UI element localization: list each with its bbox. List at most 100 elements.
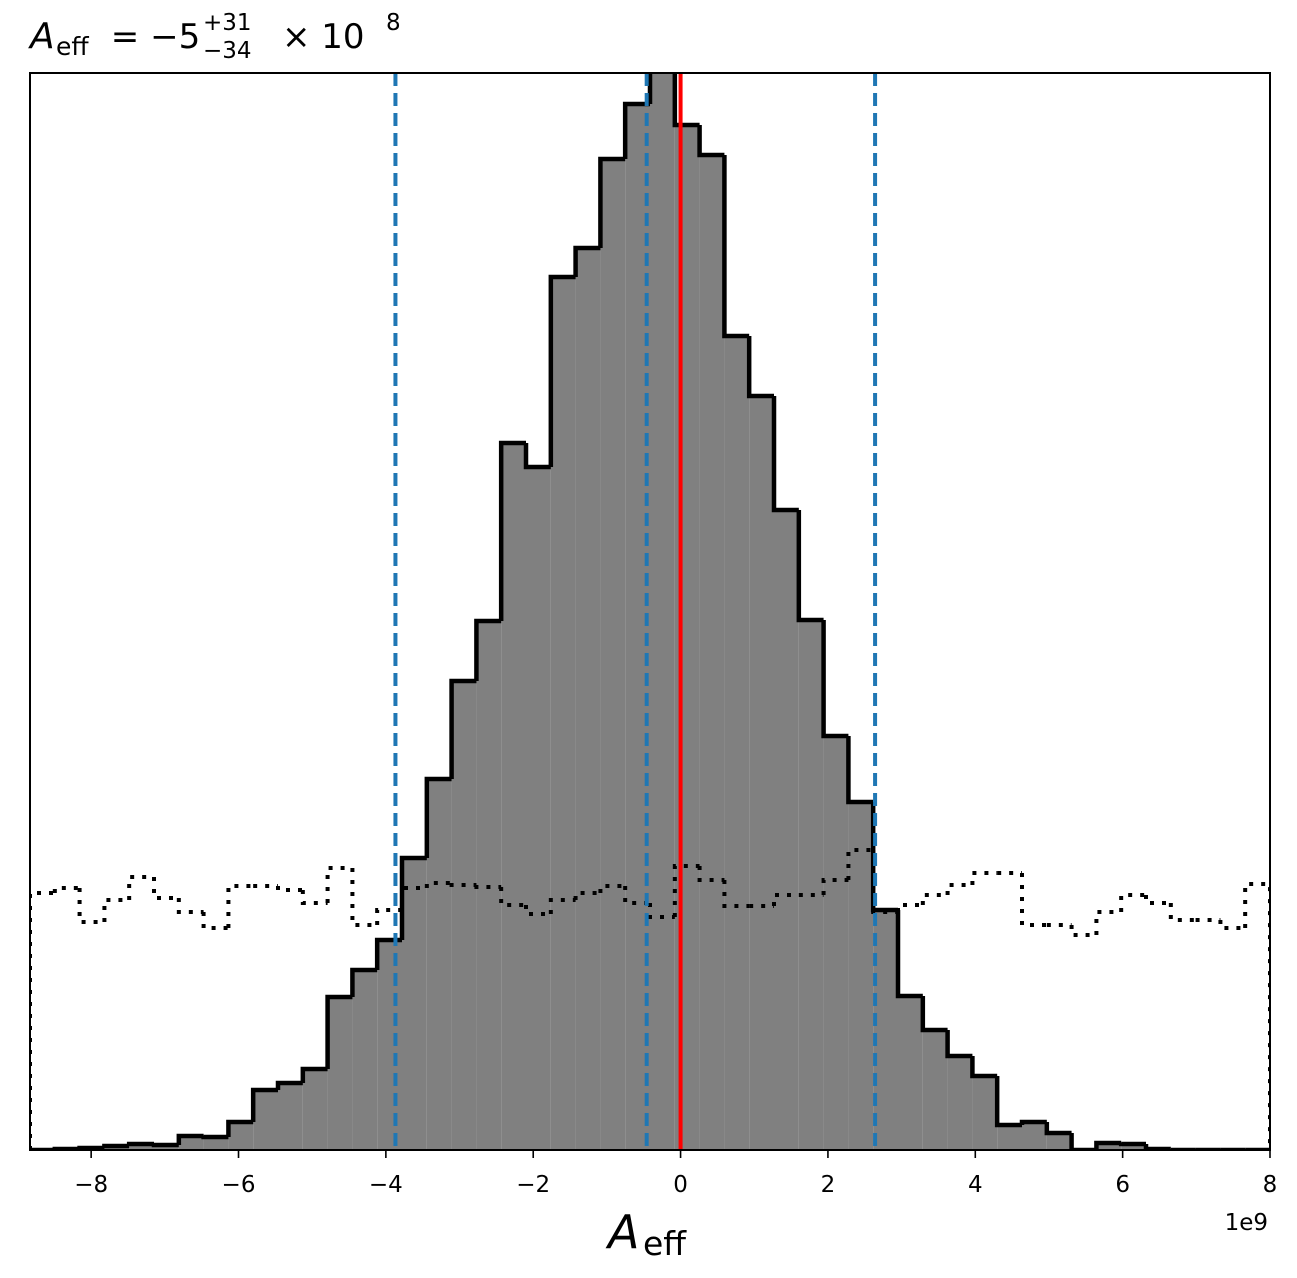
histogram-step xyxy=(449,678,477,779)
histogram-bar xyxy=(947,1056,973,1150)
histogram-step xyxy=(350,967,378,997)
histogram-step xyxy=(1119,893,1146,912)
histogram-step xyxy=(176,1133,204,1145)
title-sup: +31 xyxy=(203,10,252,36)
histogram-bar xyxy=(302,1069,328,1150)
histogram-step xyxy=(895,910,923,999)
histogram-step xyxy=(201,912,229,930)
histogram-bar xyxy=(699,155,725,1150)
histogram-step xyxy=(250,1087,278,1122)
histogram-bar xyxy=(501,443,526,1150)
histogram-bar xyxy=(600,159,626,1150)
histogram-step xyxy=(474,885,502,889)
histogram-bar xyxy=(451,681,477,1150)
histogram-step xyxy=(152,877,179,900)
x-tick-label: 0 xyxy=(673,1172,688,1198)
histogram-step xyxy=(871,850,898,914)
histogram-step xyxy=(424,776,452,858)
plot-area xyxy=(30,73,1270,1150)
histogram-step xyxy=(400,886,427,910)
x-label-sub: eff xyxy=(643,1224,687,1263)
histogram-bar xyxy=(674,125,700,1150)
histogram-step xyxy=(1094,1140,1122,1150)
histogram-step xyxy=(772,893,799,906)
histogram-step xyxy=(1143,1144,1171,1150)
histogram-step xyxy=(1069,1133,1097,1150)
histogram-step xyxy=(920,996,948,1033)
histogram-bar xyxy=(922,1030,948,1150)
histogram-step xyxy=(127,875,154,900)
x-tick-label: −4 xyxy=(369,1172,403,1198)
histogram-bar xyxy=(526,467,551,1150)
histogram-step xyxy=(524,905,551,916)
histogram-step xyxy=(102,1143,130,1149)
histogram-step xyxy=(498,440,526,621)
histogram-step xyxy=(300,1066,328,1083)
x-label-symbol: A xyxy=(605,1205,639,1259)
title-main: = −5 xyxy=(100,17,200,57)
histogram-step xyxy=(325,866,353,903)
histogram-step xyxy=(672,864,700,917)
histogram-bar xyxy=(426,779,452,1150)
histogram-step xyxy=(1019,1119,1047,1125)
histogram-step xyxy=(1168,903,1196,922)
histogram-step xyxy=(1044,1122,1072,1136)
histogram-bar xyxy=(749,396,774,1150)
histogram-bar xyxy=(724,336,750,1150)
histogram-bar xyxy=(1096,1143,1122,1150)
histogram-bar xyxy=(972,1076,998,1150)
x-tick-label: 8 xyxy=(1263,1172,1278,1198)
histogram-step xyxy=(399,855,427,940)
histogram-step xyxy=(1243,882,1270,1150)
histogram-bar xyxy=(377,940,402,1150)
x-tick-label: −2 xyxy=(516,1172,550,1198)
histogram-bar xyxy=(898,996,923,1150)
histogram-step xyxy=(896,903,923,912)
histogram-step xyxy=(350,868,378,927)
title-symbol: A xyxy=(28,16,55,57)
histogram-bar xyxy=(774,510,799,1150)
histogram-step xyxy=(970,871,998,885)
title-symbol-sub: eff xyxy=(56,32,89,61)
histogram-step xyxy=(722,880,750,908)
histogram-step xyxy=(945,883,973,895)
histogram-bar xyxy=(203,1137,229,1150)
histogram-step xyxy=(77,1145,105,1150)
histogram-step xyxy=(325,994,353,1069)
histogram-step xyxy=(474,618,502,681)
histogram-step xyxy=(697,125,725,158)
histogram-step xyxy=(176,898,204,914)
histogram-bar xyxy=(402,858,427,1150)
histogram-bar xyxy=(1022,1122,1047,1150)
x-label: A eff xyxy=(605,1205,687,1263)
x-offset-text: 1e9 xyxy=(1225,1210,1268,1236)
x-tick-label: −8 xyxy=(74,1172,108,1198)
histogram-step xyxy=(622,101,650,159)
histogram-step xyxy=(30,891,55,1150)
histogram-step xyxy=(151,1142,179,1148)
title-exponent: 8 xyxy=(386,10,401,36)
histogram-bar xyxy=(1046,1133,1072,1150)
histogram-bar xyxy=(129,1144,154,1150)
x-tick-label: 2 xyxy=(821,1172,836,1198)
histogram-bar xyxy=(823,736,849,1150)
histogram-bar xyxy=(848,802,874,1150)
histogram-step xyxy=(1218,920,1246,930)
histogram-step xyxy=(697,866,725,882)
title-sub: −34 xyxy=(203,38,252,64)
title: A eff = −5 +31 −34 × 10 8 xyxy=(28,10,401,64)
histogram-bar xyxy=(650,73,675,1150)
histogram-bar xyxy=(1121,1144,1146,1150)
histogram-bar xyxy=(154,1145,179,1150)
histogram-step xyxy=(276,886,303,892)
histogram-step xyxy=(226,1119,254,1137)
histogram-step xyxy=(1144,895,1171,905)
histogram-step xyxy=(52,886,80,893)
histogram-step xyxy=(102,898,130,922)
histogram-bar xyxy=(997,1125,1022,1150)
histogram-bar xyxy=(550,277,576,1150)
histogram-step xyxy=(1118,1141,1146,1147)
histogram-step xyxy=(1069,925,1097,937)
histogram-step xyxy=(821,878,849,895)
